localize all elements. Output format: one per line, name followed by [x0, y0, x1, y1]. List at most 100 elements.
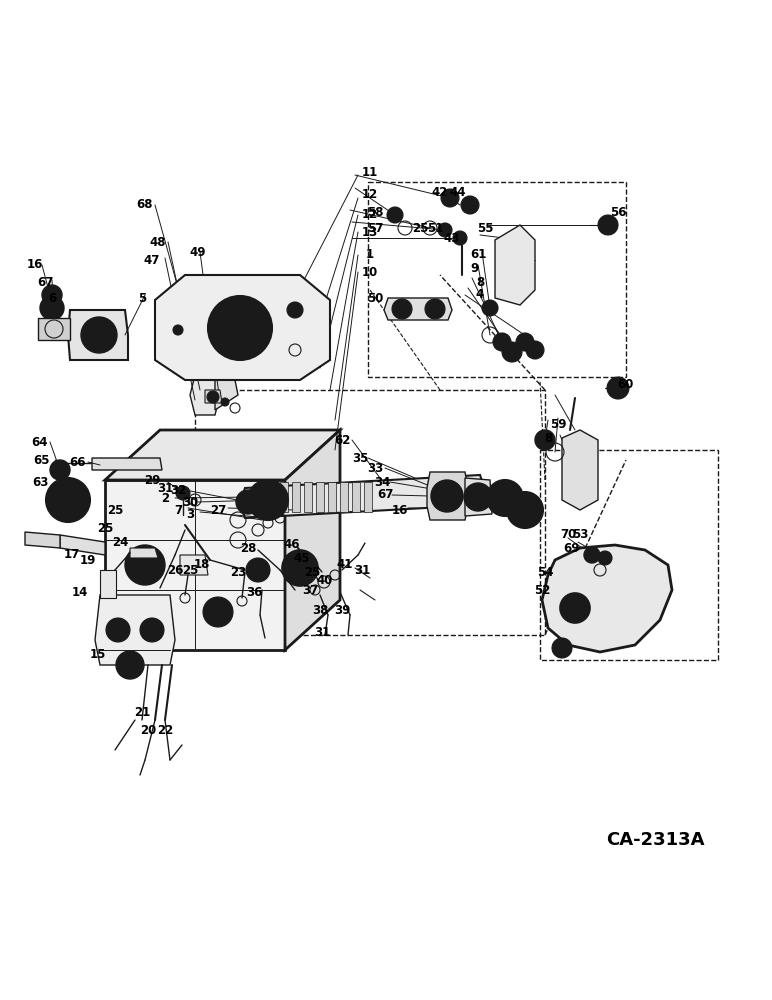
Circle shape: [203, 597, 233, 627]
Text: 56: 56: [610, 206, 626, 219]
Text: 25: 25: [182, 564, 198, 576]
Polygon shape: [130, 548, 158, 558]
Text: 33: 33: [367, 462, 383, 475]
Circle shape: [507, 492, 543, 528]
Circle shape: [248, 480, 288, 520]
Text: 31: 31: [314, 626, 330, 639]
Text: 6: 6: [48, 292, 56, 304]
Circle shape: [207, 391, 219, 403]
Bar: [195, 390, 545, 635]
Circle shape: [282, 550, 318, 586]
Polygon shape: [190, 375, 220, 415]
Circle shape: [125, 545, 165, 585]
Circle shape: [46, 478, 90, 522]
Circle shape: [598, 551, 612, 565]
Text: 17: 17: [64, 548, 80, 562]
Text: 11: 11: [362, 165, 378, 178]
Circle shape: [106, 618, 130, 642]
Polygon shape: [105, 480, 285, 650]
Text: 65: 65: [34, 454, 50, 466]
Circle shape: [50, 460, 70, 480]
Polygon shape: [60, 535, 105, 555]
Polygon shape: [105, 430, 340, 480]
Text: 52: 52: [533, 584, 550, 596]
Polygon shape: [215, 380, 238, 410]
Polygon shape: [25, 532, 60, 548]
Circle shape: [487, 480, 523, 516]
Text: 3: 3: [186, 508, 194, 520]
Text: 16: 16: [27, 258, 43, 271]
Text: 27: 27: [210, 504, 226, 516]
Text: 25: 25: [96, 522, 113, 534]
Circle shape: [40, 296, 64, 320]
Circle shape: [464, 483, 492, 511]
Text: 9: 9: [471, 261, 479, 274]
Polygon shape: [38, 318, 70, 340]
Text: 10: 10: [362, 265, 378, 278]
Polygon shape: [427, 472, 468, 520]
Text: 67: 67: [377, 488, 393, 502]
Polygon shape: [304, 482, 312, 512]
Text: 31: 31: [354, 564, 370, 576]
Text: 18: 18: [194, 558, 210, 572]
Text: 44: 44: [450, 186, 466, 198]
Text: 20: 20: [140, 724, 156, 736]
Text: 14: 14: [72, 585, 88, 598]
Text: 25: 25: [411, 222, 428, 234]
Text: 4: 4: [476, 288, 484, 302]
Circle shape: [220, 308, 260, 348]
Circle shape: [392, 299, 412, 319]
Circle shape: [81, 317, 117, 353]
Polygon shape: [180, 555, 208, 575]
Circle shape: [598, 215, 618, 235]
Polygon shape: [92, 458, 162, 470]
Text: 41: 41: [337, 558, 353, 572]
Circle shape: [552, 638, 572, 658]
Circle shape: [567, 600, 583, 616]
Polygon shape: [542, 545, 672, 652]
Text: 24: 24: [112, 536, 128, 548]
Text: 64: 64: [32, 436, 48, 448]
Text: 37: 37: [302, 584, 318, 596]
Text: 53: 53: [572, 528, 588, 542]
Circle shape: [482, 300, 498, 316]
Text: 13: 13: [362, 226, 378, 238]
Text: 36: 36: [245, 585, 262, 598]
Circle shape: [287, 302, 303, 318]
Text: 31: 31: [157, 482, 173, 494]
Polygon shape: [465, 478, 492, 516]
Text: 66: 66: [69, 456, 86, 468]
Circle shape: [461, 196, 479, 214]
Circle shape: [55, 487, 81, 513]
Text: 12: 12: [362, 209, 378, 222]
Bar: [540, 450, 718, 660]
Text: 58: 58: [367, 206, 383, 219]
Circle shape: [535, 430, 555, 450]
Text: 19: 19: [80, 554, 96, 566]
Text: 49: 49: [190, 245, 206, 258]
Text: 55: 55: [477, 222, 493, 234]
Circle shape: [495, 488, 515, 508]
Polygon shape: [95, 595, 175, 665]
Circle shape: [176, 486, 190, 500]
Circle shape: [453, 231, 467, 245]
Circle shape: [230, 318, 250, 338]
Circle shape: [140, 618, 164, 642]
Circle shape: [607, 377, 629, 399]
Polygon shape: [384, 298, 452, 320]
Circle shape: [560, 593, 590, 623]
Text: 7: 7: [174, 504, 182, 516]
Text: 61: 61: [470, 248, 486, 261]
Circle shape: [441, 189, 459, 207]
Polygon shape: [364, 482, 372, 512]
Polygon shape: [100, 570, 116, 598]
Text: 8: 8: [544, 432, 552, 444]
Text: 42: 42: [432, 186, 449, 198]
Text: 25: 25: [107, 504, 124, 516]
Text: 1: 1: [366, 248, 374, 261]
Circle shape: [387, 207, 403, 223]
Text: 5: 5: [138, 292, 146, 304]
Text: 67: 67: [37, 275, 53, 288]
Circle shape: [116, 651, 144, 679]
Circle shape: [221, 398, 229, 406]
